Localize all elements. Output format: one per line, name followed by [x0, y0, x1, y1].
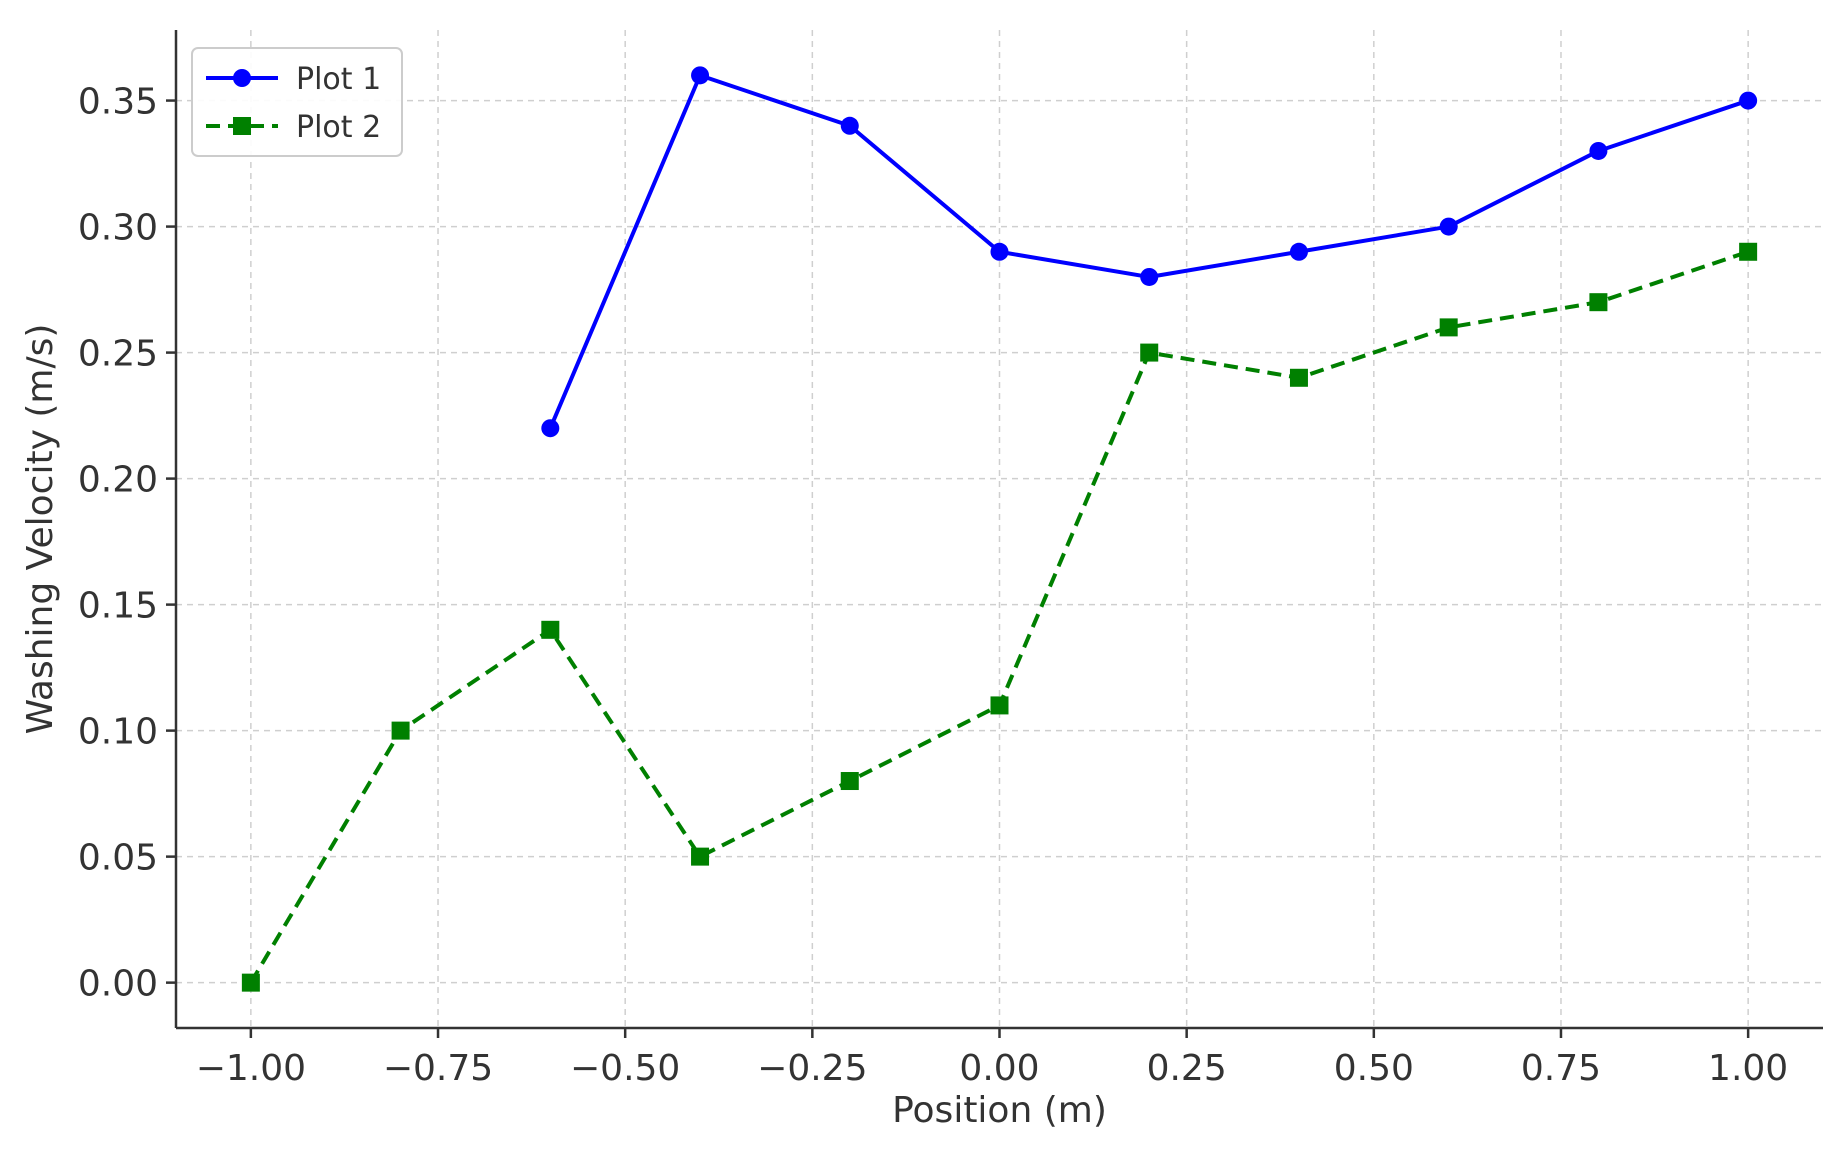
legend-item: Plot 1	[206, 62, 381, 97]
axes: −1.00 −0.75 −0.50 −0.25 0.00 0.25 0.50 0.75 1.00…	[78, 30, 1823, 1089]
x-tick-label: 0.50	[1334, 1048, 1414, 1089]
y-tick-label: 0.20	[78, 460, 158, 501]
y-tick-label: 0.10	[78, 712, 158, 753]
data-point	[391, 721, 410, 740]
y-tick-label: 0.15	[78, 586, 158, 627]
legend-item: Plot 2	[206, 110, 381, 145]
series-line	[548, 73, 1749, 429]
data-point	[1589, 141, 1608, 160]
data-point	[691, 847, 710, 866]
data-point	[1589, 293, 1608, 312]
legend: Plot 1 Plot 2	[191, 47, 403, 157]
data-point	[1439, 217, 1458, 236]
data-point	[541, 620, 560, 639]
data-point	[1439, 318, 1458, 337]
data-point	[1289, 242, 1308, 261]
data-point	[840, 116, 859, 135]
data-point	[241, 973, 260, 992]
data-point	[1140, 267, 1159, 286]
data-point	[691, 66, 710, 85]
legend-label: Plot 1	[296, 62, 381, 97]
x-tick-label: −0.75	[383, 1048, 493, 1089]
x-tick-label: 0.25	[1147, 1048, 1227, 1089]
data-point	[990, 242, 1009, 261]
legend-marker	[233, 69, 251, 87]
data-point	[1140, 343, 1159, 362]
data-point	[541, 419, 560, 438]
series-1	[541, 66, 1758, 438]
x-tick-label: 1.00	[1708, 1048, 1788, 1089]
x-tick-label: −0.50	[570, 1048, 680, 1089]
series-2	[241, 242, 1758, 992]
data-point	[990, 696, 1009, 715]
y-tick-label: 0.00	[78, 964, 158, 1005]
series-layer	[241, 66, 1758, 992]
y-tick-label: 0.25	[78, 334, 158, 375]
grid	[176, 30, 1823, 1028]
y-axis-label: Washing Velocity (m/s)	[20, 324, 61, 735]
x-tick-label: −0.25	[757, 1048, 867, 1089]
y-tick-label: 0.35	[78, 82, 158, 123]
x-axis-label: Position (m)	[892, 1090, 1107, 1131]
x-tick-label: 0.00	[959, 1048, 1039, 1089]
y-tick-label: 0.05	[78, 838, 158, 879]
data-point	[1739, 242, 1758, 261]
x-tick-label: 0.75	[1521, 1048, 1601, 1089]
x-tick-label: −1.00	[196, 1048, 306, 1089]
data-point	[1739, 91, 1758, 110]
y-tick-label: 0.30	[78, 208, 158, 249]
legend-marker	[233, 117, 251, 135]
data-point	[840, 772, 859, 791]
data-point	[1289, 368, 1308, 387]
legend-label: Plot 2	[296, 110, 381, 145]
